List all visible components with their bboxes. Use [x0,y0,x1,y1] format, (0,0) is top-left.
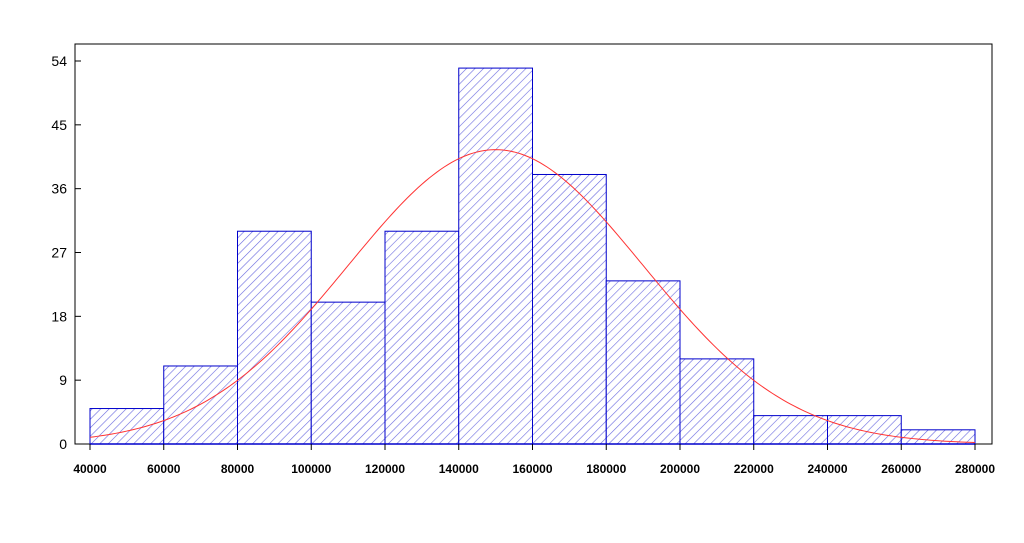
bars-group [89,67,976,445]
histogram-bar [532,173,607,445]
x-tick-label: 120000 [365,462,405,476]
histogram-bar [679,358,755,445]
x-tick-label: 140000 [439,462,479,476]
x-tick-label: 40000 [73,462,107,476]
histogram-bar [753,415,828,445]
x-tick-label: 100000 [291,462,331,476]
histogram-bar [163,365,238,445]
histogram-bar [310,301,386,445]
x-axis: 40000 60000 80000 100000 120000 140000 160000 1… [73,444,995,476]
y-tick-label: 36 [51,181,67,197]
x-tick-label: 260000 [881,462,921,476]
y-tick-label: 0 [59,436,67,452]
normal-fit-curve [89,149,976,443]
x-tick-label: 280000 [955,462,995,476]
x-tick-label: 60000 [147,462,181,476]
x-tick-label: 160000 [512,462,552,476]
y-tick-label: 9 [59,372,67,388]
y-tick-label: 54 [51,53,67,69]
histogram-bar [384,230,460,445]
histogram-bar [605,280,681,445]
histogram-bar [237,230,312,445]
y-tick-label: 18 [51,308,67,324]
x-tick-label: 220000 [734,462,774,476]
y-tick-label: 27 [51,245,67,261]
histogram-bar [827,415,902,445]
histogram-bar [89,408,165,445]
x-tick-label: 240000 [807,462,847,476]
y-axis: 0 9 18 27 36 45 54 [51,53,81,452]
x-tick-label: 200000 [660,462,700,476]
x-tick-label: 180000 [586,462,626,476]
y-tick-label: 45 [51,117,67,133]
x-tick-label: 80000 [221,462,255,476]
histogram-bar [458,67,533,445]
